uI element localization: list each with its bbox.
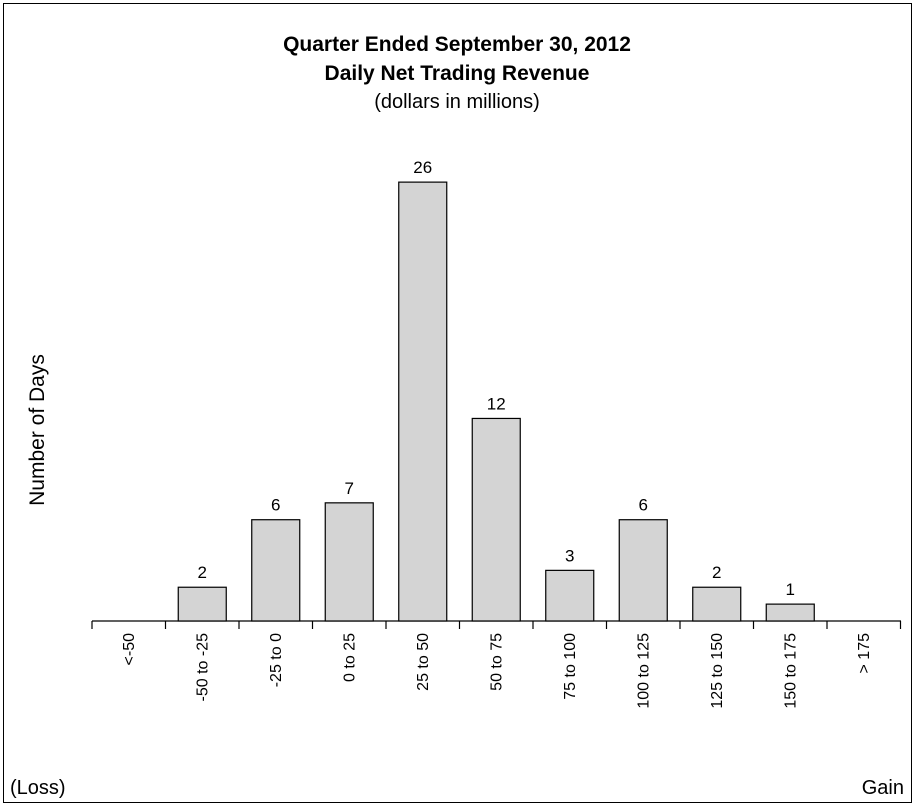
x-tick-label: 100 to 125 [635,633,652,709]
chart-frame [3,3,912,803]
bar [398,181,448,622]
data-label: 2 [198,563,207,582]
x-tick-label: 125 to 150 [709,633,726,709]
x-tick-label: 25 to 50 [415,633,432,691]
x-tick-label: -50 to -25 [194,633,211,702]
x-tick-label: <-50 [121,633,138,666]
data-label: 2 [712,563,721,582]
x-tick-labels-group: <-50 -50 to -25 -25 to 0 0 to 25 25 to 50 50 … [121,633,873,709]
data-label: 6 [639,496,648,515]
loss-label: (Loss) [10,777,66,799]
x-tick-label: 50 to 75 [488,633,505,691]
data-label: 6 [271,496,280,515]
bars-group [177,181,815,622]
bar [545,569,595,622]
x-tick-label: 150 to 175 [782,633,799,709]
bar [251,519,301,622]
gain-label: Gain [862,777,904,799]
data-label: 3 [565,546,574,565]
data-label: 12 [487,394,506,413]
x-tick-label: 75 to 100 [562,633,579,700]
bar [471,417,521,622]
bar [692,586,742,622]
data-label: 26 [413,158,432,177]
chart-subtitle-bold: Daily Net Trading Revenue [325,62,590,85]
x-tick-label: -25 to 0 [268,633,285,687]
x-tick-label: > 175 [856,633,873,674]
bar [765,603,815,622]
data-label: 1 [786,580,795,599]
data-label: 7 [345,479,354,498]
bar [618,519,668,622]
chart-subtitle: (dollars in millions) [374,91,540,113]
chart-title: Quarter Ended September 30, 2012 [283,33,631,56]
ticks-group [91,621,902,629]
y-axis-label: Number of Days [26,354,49,506]
x-tick-label: 0 to 25 [341,633,358,682]
bar [324,502,374,622]
bar [177,586,227,622]
